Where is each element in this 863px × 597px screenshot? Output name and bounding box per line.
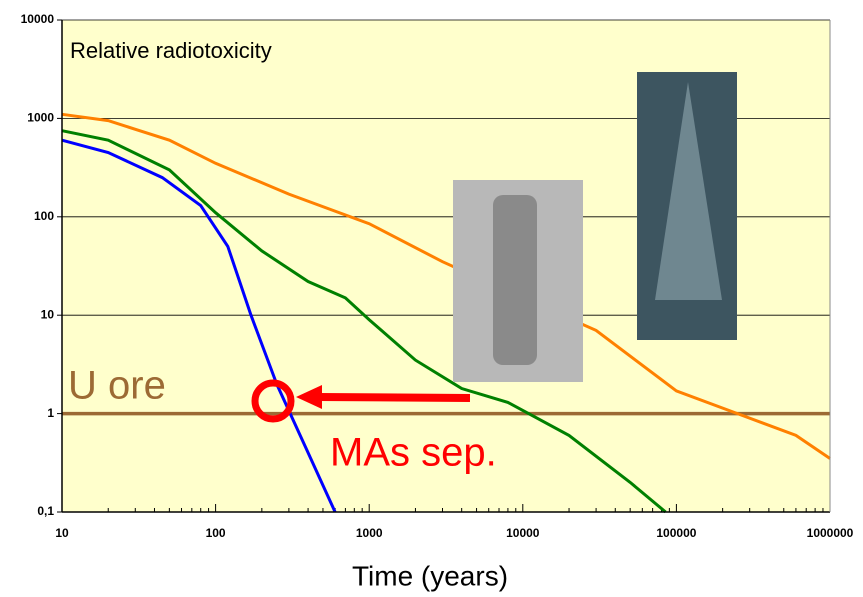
photo-canister-shape <box>493 195 537 365</box>
y-tick-label: 10000 <box>21 12 55 26</box>
reference-label: U ore <box>68 364 166 408</box>
x-tick-label: 100 <box>206 526 226 540</box>
x-tick-label: 10000 <box>506 526 540 540</box>
annotation: MAs sep. <box>330 431 497 475</box>
x-tick-label: 1000 <box>356 526 383 540</box>
data-line <box>61 112 831 460</box>
x-axis-label: Time (years) <box>352 560 508 591</box>
x-tick-label: 1000000 <box>807 526 854 540</box>
data-line <box>61 138 337 513</box>
x-tick-label: 10 <box>55 526 69 540</box>
y-tick-label: 0,1 <box>37 504 54 518</box>
y-tick-label: 10 <box>41 307 55 321</box>
y-tick-label: 100 <box>34 209 54 223</box>
annotation-circle <box>251 379 295 423</box>
annotation-arrow <box>317 393 471 402</box>
chart-title: Relative radiotoxicity <box>70 38 272 63</box>
photo-assembly-shape <box>655 82 722 300</box>
y-tick-label: 1000 <box>27 111 54 125</box>
annotation-arrowhead <box>296 385 322 409</box>
data-line <box>61 129 667 514</box>
y-tick-label: 1 <box>47 406 54 420</box>
x-tick-label: 100000 <box>656 526 696 540</box>
